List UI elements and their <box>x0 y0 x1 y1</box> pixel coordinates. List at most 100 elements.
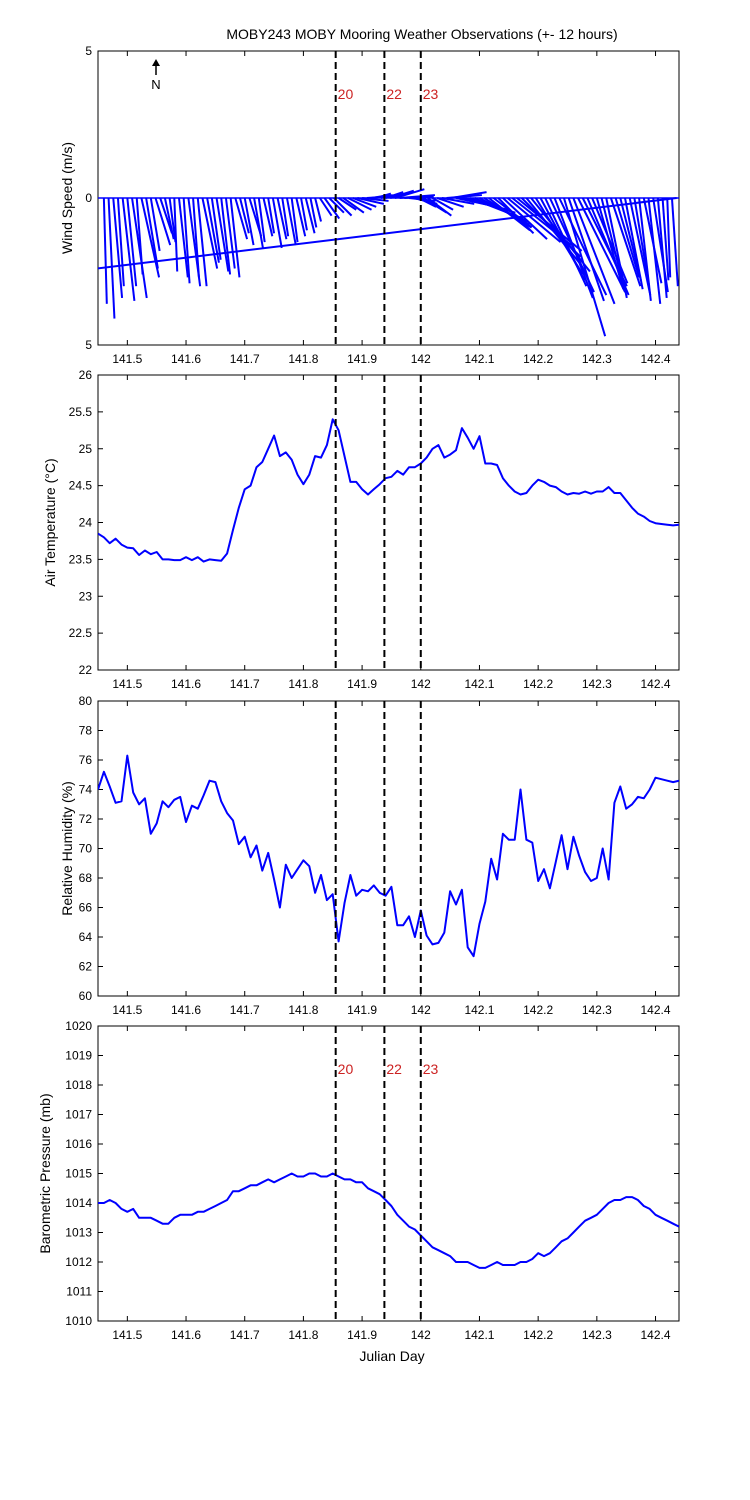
y-tick-label: 1017 <box>65 1108 92 1122</box>
wind-stick <box>600 197 627 293</box>
y-tick-label: 5 <box>85 338 92 352</box>
plot-frame <box>97 700 680 997</box>
y-tick-label: 24 <box>79 516 93 530</box>
y-tick-label: 22 <box>79 663 93 677</box>
x-tick-label: 142.2 <box>523 1328 553 1342</box>
plot-frame <box>97 374 680 671</box>
wind-stick <box>347 197 372 211</box>
x-tick-label: 142.3 <box>582 677 612 691</box>
wind-stick <box>647 197 662 304</box>
plot-area <box>98 1172 679 1269</box>
wind-stick <box>394 188 425 199</box>
x-tick-label: 141.5 <box>112 1328 142 1342</box>
wind-stick <box>638 197 652 302</box>
y-axis-label: Air Temperature (°C) <box>42 458 58 586</box>
wind-stick <box>276 197 288 240</box>
y-tick-label: 1010 <box>65 1314 92 1328</box>
wind-stick <box>352 197 377 208</box>
wind-stick <box>220 197 232 275</box>
wind-stick <box>149 197 161 252</box>
north-label: N <box>151 77 160 92</box>
y-tick-label: 72 <box>79 812 93 826</box>
wind-stick <box>201 197 219 269</box>
wind-stick <box>319 197 333 217</box>
x-tick-label: 142.3 <box>582 352 612 366</box>
wind-stick <box>234 197 249 240</box>
wind-stick <box>98 197 677 270</box>
wind-stick <box>131 197 148 299</box>
wind-stick <box>357 197 385 205</box>
wind-stick <box>577 197 626 293</box>
y-tick-label: 24.5 <box>69 479 93 493</box>
wind-stick <box>210 197 222 260</box>
x-tick-label: 141.8 <box>288 1328 318 1342</box>
wind-stick <box>614 197 641 278</box>
y-tick-label: 1013 <box>65 1226 92 1240</box>
y-tick-label: 78 <box>79 724 93 738</box>
wind-stick <box>229 197 241 278</box>
wind-stick <box>563 197 607 337</box>
x-tick-label: 141.7 <box>230 677 260 691</box>
x-tick-label: 141.5 <box>112 1003 142 1017</box>
y-tick-label: 23 <box>79 589 93 603</box>
north-arrow-head <box>152 59 160 66</box>
wind-stick <box>323 197 341 220</box>
wind-stick <box>342 197 365 214</box>
x-tick-label: 141.9 <box>347 352 377 366</box>
wind-stick <box>154 197 172 246</box>
x-tick-label: 141.9 <box>347 1003 377 1017</box>
y-tick-label: 68 <box>79 871 93 885</box>
x-tick-label: 142.2 <box>523 677 553 691</box>
series-line <box>98 754 679 958</box>
wind-stick <box>553 197 594 299</box>
wind-stick <box>107 197 116 319</box>
wind-stick <box>102 197 108 304</box>
wind-stick <box>295 197 307 237</box>
wind-stick <box>389 189 415 199</box>
wind-stick <box>567 197 605 302</box>
wind-stick <box>309 197 318 228</box>
wind-stick <box>192 197 200 278</box>
wind-stick <box>271 197 283 249</box>
y-tick-label: 0 <box>85 191 92 205</box>
y-axis-label: Wind Speed (m/s) <box>59 142 75 254</box>
x-tick-label: 142.4 <box>641 677 671 691</box>
marker-label: 20 <box>338 86 354 102</box>
wind-stick <box>140 197 161 278</box>
relative-humidity-panel: 141.5 141.6 141.7 141.8 141.9 142 142.1 142.2 14… <box>59 694 680 1017</box>
x-tick-label: 141.5 <box>112 352 142 366</box>
wind-stick <box>290 197 299 243</box>
x-tick-label: 142.2 <box>523 352 553 366</box>
wind-stick <box>609 197 642 287</box>
y-tick-label: 1019 <box>65 1049 92 1063</box>
marker-label: 20 <box>338 1061 354 1077</box>
marker-label: 23 <box>423 86 439 102</box>
series-line <box>98 418 679 563</box>
y-tick-label: 70 <box>79 842 93 856</box>
wind-stick <box>159 197 173 234</box>
wind-stick <box>168 197 177 243</box>
y-tick-label: 62 <box>79 960 93 974</box>
x-tick-label: 142.4 <box>641 1328 671 1342</box>
y-tick-label: 5 <box>85 44 92 58</box>
x-tick-label: 142 <box>411 1328 431 1342</box>
wind-stick <box>262 197 274 237</box>
y-tick-label: 25.5 <box>69 405 93 419</box>
wind-stick <box>253 197 264 249</box>
x-tick-label: 142.1 <box>464 1328 494 1342</box>
y-tick-label: 23.5 <box>69 552 93 566</box>
y-tick-label: 26 <box>79 368 93 382</box>
x-axis-label: Julian Day <box>359 1348 424 1364</box>
y-tick-label: 1014 <box>65 1196 92 1210</box>
x-tick-label: 142 <box>411 677 431 691</box>
y-tick-label: 66 <box>79 901 93 915</box>
wind-stick <box>224 197 236 269</box>
wind-stick <box>121 197 136 302</box>
wind-stick <box>304 197 316 234</box>
y-tick-label: 64 <box>79 930 93 944</box>
wind-stick <box>267 197 276 234</box>
wind-stick <box>436 197 464 208</box>
wind-stick <box>441 197 475 205</box>
wind-stick <box>432 197 454 211</box>
